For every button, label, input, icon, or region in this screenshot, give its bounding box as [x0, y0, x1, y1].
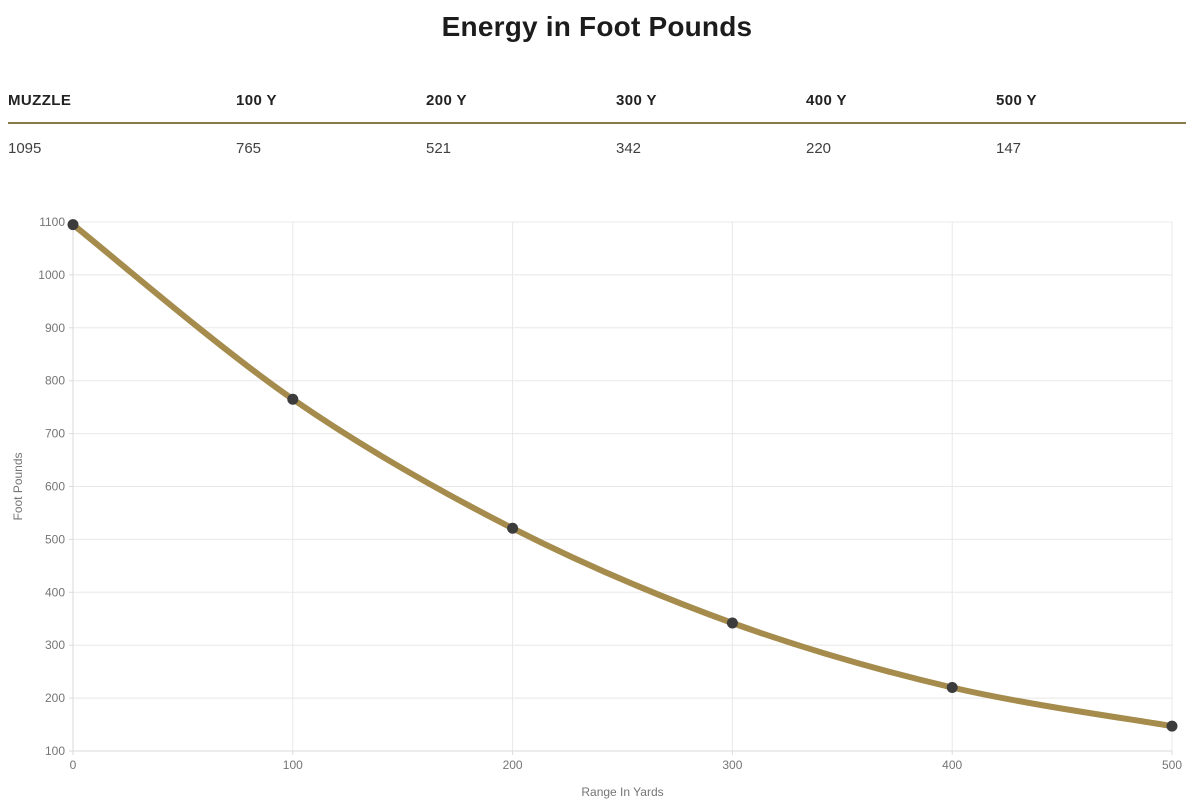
page-title: Energy in Foot Pounds: [441, 11, 753, 42]
data-point-dot: [1166, 720, 1178, 732]
table-header-cell: 500 Y: [996, 92, 1037, 109]
x-tick-label: 300: [722, 758, 742, 772]
y-tick-label: 800: [45, 374, 65, 388]
data-point-dot: [726, 617, 738, 629]
table-value-cell: 147: [996, 140, 1022, 157]
x-tick-label: 200: [503, 758, 523, 772]
y-axis-title: Foot Pounds: [11, 452, 25, 520]
x-tick-label: 0: [70, 758, 77, 772]
y-tick-label: 100: [45, 744, 65, 758]
y-tick-label: 200: [45, 691, 65, 705]
y-tick-label: 700: [45, 427, 65, 441]
data-point-dot: [507, 522, 519, 534]
table-header-cell: 100 Y: [236, 92, 277, 109]
table-value-cell: 765: [236, 140, 262, 157]
data-point-dot: [946, 682, 958, 694]
table-value-row: 1095 765 521 342 220 147: [8, 124, 1186, 157]
table-value-cell: 342: [616, 140, 642, 157]
table-header-row: MUZZLE 100 Y 200 Y 300 Y 400 Y 500 Y: [8, 92, 1186, 109]
x-tick-label: 400: [942, 758, 962, 772]
data-point-dot: [67, 219, 79, 231]
table-value-cell: 1095: [8, 140, 42, 157]
y-tick-label: 900: [45, 321, 65, 335]
table-header-cell: 200 Y: [426, 92, 467, 109]
y-tick-label: 300: [45, 638, 65, 652]
y-tick-label: 600: [45, 480, 65, 494]
energy-table: MUZZLE 100 Y 200 Y 300 Y 400 Y 500 Y 1095 765 5…: [0, 92, 1194, 157]
energy-chart: 100 200 300 400 500 600 700 800 900 1000 1100 0 100 2…: [11, 215, 1182, 799]
table-header-cell: 300 Y: [616, 92, 657, 109]
data-point-dot: [287, 393, 299, 405]
table-value-cell: 220: [806, 140, 832, 157]
table-divider: [8, 122, 1186, 124]
table-header-cell: MUZZLE: [8, 92, 72, 109]
x-tick-label: 500: [1162, 758, 1182, 772]
table-value-cell: 521: [426, 140, 452, 157]
x-tick-label: 100: [283, 758, 303, 772]
energy-curve: [70, 221, 1175, 730]
energy-chart-area: 100 200 300 400 500 600 700 800 900 1000 1100 0 100 2…: [0, 185, 1194, 807]
table-header-cell: 400 Y: [806, 92, 847, 109]
y-tick-label: 500: [45, 532, 65, 546]
y-tick-label: 1100: [39, 215, 65, 229]
y-tick-label: 1000: [38, 268, 65, 282]
y-tick-label: 400: [45, 585, 65, 599]
x-axis-title: Range In Yards: [581, 785, 663, 799]
